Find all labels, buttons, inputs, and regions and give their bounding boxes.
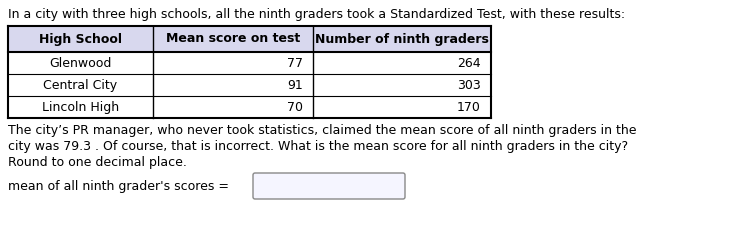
Bar	[8, 74, 491, 96]
Text: 70: 70	[287, 101, 303, 113]
Bar	[8, 96, 491, 118]
Text: Lincoln High: Lincoln High	[42, 101, 119, 113]
FancyBboxPatch shape	[253, 173, 405, 199]
Bar	[8, 52, 491, 74]
Text: High School: High School	[39, 33, 122, 45]
Text: mean of all ninth grader's scores =: mean of all ninth grader's scores =	[8, 180, 229, 192]
Text: The city’s PR manager, who never took statistics, claimed the mean score of all : The city’s PR manager, who never took st…	[8, 124, 637, 137]
Text: city was 79.3 . Of course, that is incorrect. What is the mean score for all nin: city was 79.3 . Of course, that is incor…	[8, 140, 628, 153]
Bar	[8, 26, 491, 52]
Text: Number of ninth graders: Number of ninth graders	[315, 33, 489, 45]
Text: Glenwood: Glenwood	[49, 57, 112, 69]
Text: Mean score on test: Mean score on test	[166, 33, 300, 45]
Text: 303: 303	[457, 78, 481, 92]
Text: Round to one decimal place.: Round to one decimal place.	[8, 156, 187, 169]
Text: 77: 77	[287, 57, 303, 69]
Text: 264: 264	[457, 57, 481, 69]
Text: Central City: Central City	[43, 78, 118, 92]
Text: 170: 170	[457, 101, 481, 113]
Text: 91: 91	[287, 78, 303, 92]
Text: In a city with three high schools, all the ninth graders took a Standardized Tes: In a city with three high schools, all t…	[8, 8, 625, 21]
